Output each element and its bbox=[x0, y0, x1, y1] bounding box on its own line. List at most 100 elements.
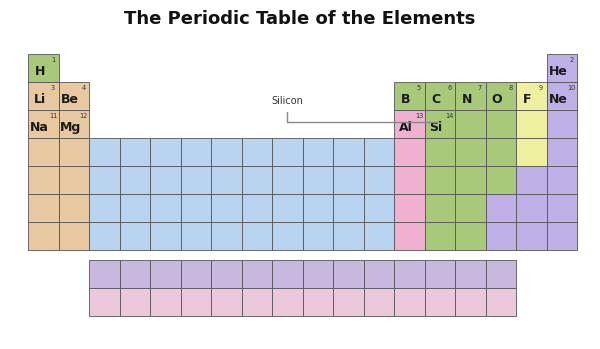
Bar bbox=[425, 138, 455, 166]
Bar bbox=[516, 82, 547, 110]
Text: 9: 9 bbox=[539, 85, 543, 91]
Bar bbox=[547, 82, 577, 110]
Bar bbox=[181, 222, 211, 250]
Bar bbox=[302, 222, 333, 250]
Text: 3: 3 bbox=[51, 85, 55, 91]
Text: Si: Si bbox=[430, 121, 443, 134]
Bar bbox=[28, 138, 59, 166]
Text: H: H bbox=[34, 65, 45, 78]
Text: 8: 8 bbox=[508, 85, 512, 91]
Bar bbox=[59, 82, 89, 110]
Bar bbox=[302, 288, 333, 316]
Bar bbox=[28, 54, 59, 82]
Bar bbox=[516, 110, 547, 138]
Bar bbox=[333, 166, 364, 194]
Bar bbox=[272, 288, 302, 316]
Bar bbox=[455, 260, 485, 288]
Bar bbox=[211, 222, 241, 250]
Bar bbox=[547, 138, 577, 166]
Bar bbox=[425, 222, 455, 250]
Bar bbox=[516, 194, 547, 222]
Bar bbox=[150, 288, 181, 316]
Bar bbox=[455, 138, 485, 166]
Bar bbox=[272, 166, 302, 194]
Bar bbox=[241, 260, 272, 288]
Text: The Periodic Table of the Elements: The Periodic Table of the Elements bbox=[124, 10, 476, 28]
Bar bbox=[241, 166, 272, 194]
Bar bbox=[119, 194, 150, 222]
Bar bbox=[119, 138, 150, 166]
Bar bbox=[89, 222, 119, 250]
Bar bbox=[119, 166, 150, 194]
Bar bbox=[333, 260, 364, 288]
Text: He: He bbox=[548, 65, 568, 78]
Bar bbox=[364, 222, 394, 250]
Bar bbox=[547, 222, 577, 250]
Bar bbox=[364, 138, 394, 166]
Bar bbox=[333, 194, 364, 222]
Bar bbox=[394, 166, 425, 194]
Bar bbox=[89, 166, 119, 194]
Bar bbox=[485, 110, 516, 138]
Bar bbox=[89, 260, 119, 288]
Bar bbox=[485, 260, 516, 288]
Bar bbox=[59, 194, 89, 222]
Text: 2: 2 bbox=[569, 57, 574, 63]
Text: 13: 13 bbox=[415, 113, 423, 119]
Text: 10: 10 bbox=[568, 85, 575, 91]
Bar bbox=[28, 222, 59, 250]
Bar bbox=[181, 138, 211, 166]
Text: Silicon: Silicon bbox=[271, 96, 437, 122]
Bar bbox=[485, 194, 516, 222]
Text: C: C bbox=[431, 93, 440, 106]
Bar bbox=[485, 138, 516, 166]
Bar bbox=[28, 194, 59, 222]
Bar bbox=[89, 194, 119, 222]
Text: Be: Be bbox=[61, 93, 79, 106]
Bar bbox=[364, 260, 394, 288]
Bar bbox=[119, 222, 150, 250]
Bar bbox=[241, 222, 272, 250]
Bar bbox=[59, 138, 89, 166]
Bar bbox=[394, 260, 425, 288]
Text: Mg: Mg bbox=[59, 121, 81, 134]
Bar bbox=[485, 166, 516, 194]
Bar bbox=[28, 82, 59, 110]
Bar bbox=[485, 82, 516, 110]
Bar bbox=[150, 260, 181, 288]
Text: N: N bbox=[461, 93, 472, 106]
Bar bbox=[89, 288, 119, 316]
Bar bbox=[425, 288, 455, 316]
Bar bbox=[211, 288, 241, 316]
Bar bbox=[119, 288, 150, 316]
Bar bbox=[241, 138, 272, 166]
Text: 14: 14 bbox=[445, 113, 454, 119]
Bar bbox=[211, 138, 241, 166]
Bar bbox=[272, 260, 302, 288]
Bar bbox=[333, 138, 364, 166]
Bar bbox=[394, 110, 425, 138]
Bar bbox=[181, 166, 211, 194]
Bar bbox=[425, 110, 455, 138]
Bar bbox=[28, 110, 59, 138]
Bar bbox=[485, 222, 516, 250]
Text: 11: 11 bbox=[49, 113, 57, 119]
Bar bbox=[547, 166, 577, 194]
Bar bbox=[394, 222, 425, 250]
Bar bbox=[211, 194, 241, 222]
Bar bbox=[333, 288, 364, 316]
Text: 12: 12 bbox=[79, 113, 88, 119]
Bar bbox=[211, 260, 241, 288]
Bar bbox=[302, 260, 333, 288]
Bar bbox=[119, 260, 150, 288]
Text: Na: Na bbox=[30, 121, 49, 134]
Text: F: F bbox=[523, 93, 532, 106]
Bar bbox=[333, 222, 364, 250]
Bar bbox=[241, 288, 272, 316]
Bar bbox=[547, 194, 577, 222]
Text: 1: 1 bbox=[51, 57, 55, 63]
Text: B: B bbox=[401, 93, 410, 106]
Bar bbox=[272, 222, 302, 250]
Bar bbox=[302, 194, 333, 222]
Bar bbox=[28, 166, 59, 194]
